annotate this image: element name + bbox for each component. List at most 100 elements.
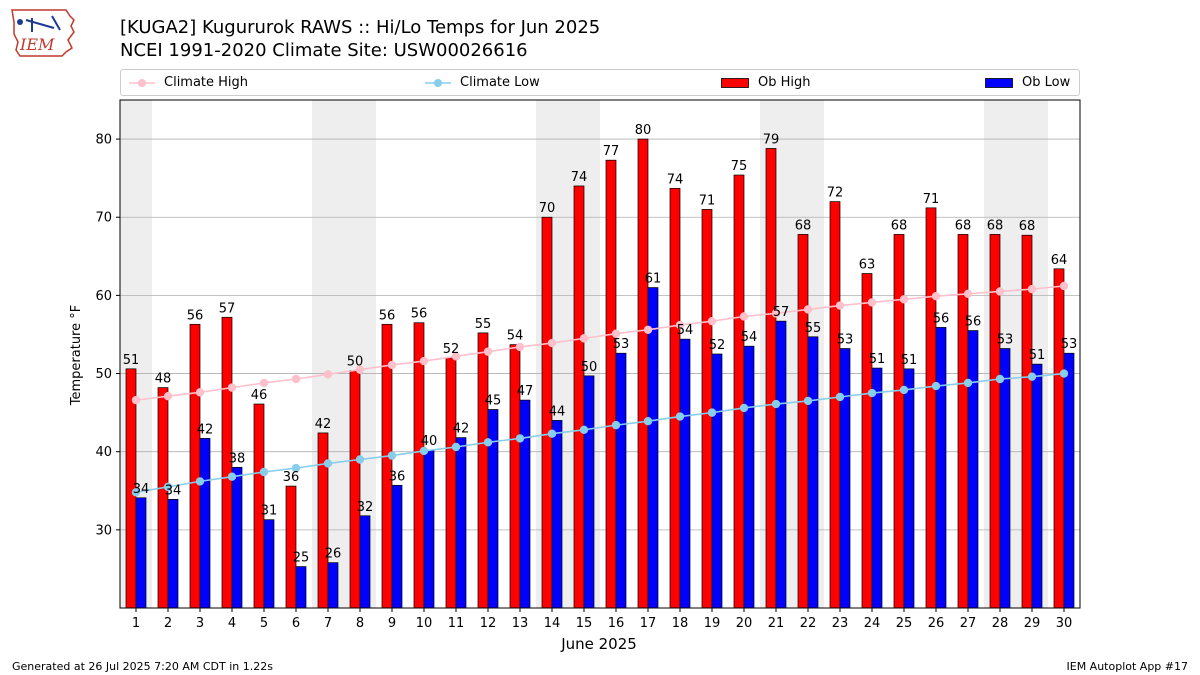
x-tick-label-24: 24: [864, 616, 881, 631]
ob-low-label-20: 54: [741, 330, 758, 345]
ob-high-bar-12: [477, 332, 489, 609]
ob-low-bar-22: [807, 336, 819, 609]
climate-high-point-24: [867, 298, 877, 307]
x-tick-label-17: 17: [640, 616, 657, 631]
climate-low-point-30: [1059, 369, 1069, 378]
x-tick-label-29: 29: [1024, 616, 1041, 631]
climate-high-point-5: [259, 378, 269, 388]
ob-high-label-17: 80: [635, 123, 652, 138]
ob-low-bar-4: [231, 466, 243, 609]
ob-high-bar-20: [733, 174, 745, 609]
x-tick-label-30: 30: [1056, 616, 1073, 631]
climate-low-line: [135, 372, 1065, 494]
ob-high-label-29: 68: [1019, 219, 1036, 234]
x-tick-label-22: 22: [800, 616, 817, 631]
x-tick-label-14: 14: [544, 616, 561, 631]
ob-high-label-16: 77: [603, 144, 620, 159]
legend: Climate High Climate Low Ob High Ob Low: [120, 69, 1080, 96]
climate-low-point-18: [675, 412, 685, 421]
ob-high-bar-30: [1053, 268, 1065, 609]
bars: [125, 138, 1075, 609]
y-tick-label-50: 50: [95, 367, 112, 382]
ob-low-label-26: 56: [933, 311, 950, 326]
climate-high-point-18: [675, 320, 685, 330]
ob-low-bar-29: [1031, 363, 1043, 609]
ob-low-swatch-icon: [985, 77, 1013, 88]
x-tick-label-2: 2: [164, 616, 172, 631]
footer-generated: Generated at 26 Jul 2025 7:20 AM CDT in …: [12, 660, 273, 673]
footer-app: IEM Autoplot App #17: [1066, 660, 1189, 673]
x-axis-ticks: 1 2 3 4 5 6 7 8 9 10 11 12 13 14 15 16 17 18 19 20 21 22 23 24 2…: [132, 608, 1072, 631]
x-tick-label-3: 3: [196, 616, 204, 631]
legend-item-climate-high: Climate High: [129, 70, 248, 95]
climate-low-point-25: [899, 385, 909, 395]
legend-item-climate-low: Climate Low: [425, 70, 540, 95]
climate-low-point-19: [707, 408, 717, 417]
climate-low-point-13: [515, 434, 525, 443]
climate-high-point-2: [163, 392, 173, 401]
legend-label-ob-low: Ob Low: [1022, 75, 1071, 90]
ob-high-label-18: 74: [667, 172, 684, 187]
plot-frame: [119, 99, 1081, 609]
ob-high-label-22: 68: [795, 218, 812, 233]
climate-high-point-11: [451, 352, 461, 361]
ob-low-bar-28: [999, 348, 1011, 609]
climate-high-point-27: [963, 289, 973, 299]
climate-high-point-30: [1059, 281, 1069, 291]
ob-high-swatch-icon: [721, 77, 749, 88]
ob-high-label-9: 56: [379, 308, 396, 323]
ob-low-bar-17: [647, 287, 659, 609]
ob-low-bar-14: [551, 420, 563, 609]
ob-low-label-30: 53: [1061, 337, 1078, 352]
climate-low-point-9: [387, 451, 397, 460]
climate-low-swatch-icon: [425, 78, 451, 87]
climate-low-point-20: [739, 403, 749, 413]
ob-high-bar-16: [605, 159, 617, 609]
climate-high-point-10: [419, 356, 429, 366]
climate-low-point-7: [323, 459, 333, 468]
ob-low-label-6: 25: [293, 551, 310, 566]
x-tick-label-21: 21: [768, 616, 785, 631]
ob-low-bar-15: [583, 375, 595, 609]
ob-low-bar-30: [1063, 352, 1075, 609]
climate-low-point-3: [195, 477, 205, 486]
ob-high-label-24: 63: [859, 258, 876, 273]
climate-high-point-7: [323, 370, 333, 379]
ob-high-bar-23: [829, 201, 841, 609]
ob-low-label-7: 26: [325, 547, 342, 562]
climate-low-point-5: [259, 467, 269, 477]
x-tick-label-16: 16: [608, 616, 625, 631]
climate-low-point-16: [611, 420, 621, 430]
ob-low-bar-20: [743, 345, 755, 609]
climate-high-point-29: [1027, 284, 1037, 294]
legend-label-climate-low: Climate Low: [460, 75, 540, 90]
ob-high-label-27: 68: [955, 218, 972, 233]
ob-low-label-15: 50: [581, 360, 598, 375]
logo-text: IEM: [19, 35, 55, 54]
bar-value-labels: 51 34 48 34 56 42 57 38 46 31 36 25 42 26 50 32 56 36 56 40…: [123, 123, 1078, 566]
ob-high-label-19: 71: [699, 193, 716, 208]
ob-low-label-12: 45: [485, 393, 502, 408]
ob-low-label-16: 53: [613, 337, 630, 352]
climate-low-point-15: [579, 425, 589, 435]
ob-low-bar-21: [775, 320, 787, 609]
legend-label-climate-high: Climate High: [164, 75, 249, 90]
x-tick-label-27: 27: [960, 616, 977, 631]
ob-low-label-18: 54: [677, 323, 694, 338]
climate-high-point-6: [291, 374, 301, 384]
ob-low-label-10: 40: [421, 434, 438, 449]
ob-low-bar-27: [967, 330, 979, 609]
iem-logo: IEM: [11, 9, 75, 57]
y-axis-ticks: 30 40 50 60 70 80: [95, 133, 120, 538]
x-tick-label-5: 5: [260, 616, 268, 631]
ob-low-label-9: 36: [389, 469, 406, 484]
ob-low-label-27: 56: [965, 315, 982, 330]
climate-high-point-4: [227, 383, 237, 392]
ob-high-label-10: 56: [411, 307, 428, 322]
climate-high-swatch-icon: [129, 78, 155, 87]
ob-high-label-8: 50: [347, 354, 364, 369]
y-tick-label-60: 60: [95, 289, 112, 304]
climate-low-point-1: [131, 488, 141, 497]
climate-high-point-28: [995, 287, 1005, 296]
ob-high-label-6: 36: [283, 470, 300, 485]
